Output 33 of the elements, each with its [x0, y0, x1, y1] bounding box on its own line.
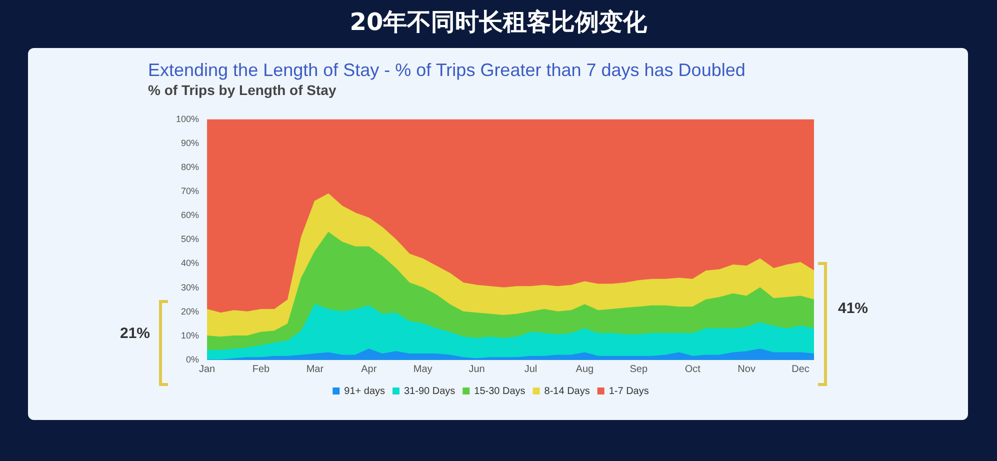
x-tick-label: Sep	[630, 364, 648, 375]
x-tick-label: Mar	[306, 364, 324, 375]
x-tick-label: Feb	[252, 364, 270, 375]
x-tick-label: Aug	[576, 364, 594, 375]
y-tick-label: 90%	[181, 138, 200, 148]
y-tick-label: 60%	[181, 210, 200, 220]
text: 41%	[838, 300, 868, 317]
x-tick-label: Oct	[684, 364, 701, 375]
legend-label: 8-14 Days	[544, 386, 590, 397]
y-tick-label: 40%	[181, 258, 200, 268]
x-tick-label: May	[413, 364, 432, 375]
x-tick-label: Jul	[524, 364, 538, 375]
legend-label: 15-30 Days	[474, 386, 526, 397]
y-tick-label: 20%	[181, 306, 200, 316]
x-tick-label: Nov	[738, 364, 756, 375]
chart-title: 20年不同时长租客比例变化	[348, 7, 648, 38]
legend-label: 1-7 Days	[608, 386, 649, 397]
y-tick-label: 10%	[181, 330, 200, 340]
x-tick-label: Dec	[792, 364, 810, 375]
y-tick-label: 80%	[181, 162, 200, 172]
y-tick-label: 30%	[181, 282, 200, 292]
y-tick-label: 50%	[181, 234, 200, 244]
legend-label: 31-90 Days	[404, 386, 456, 397]
y-tick-label: 70%	[181, 186, 200, 196]
x-tick-label: Jan	[198, 364, 216, 375]
y-axis-title: % of Trips by Length of Stay	[148, 82, 336, 98]
chart-subtitle: Extending the Length of Stay - % of Trips Greater than 7 days has Doubled	[148, 60, 746, 81]
y-tick-label: 100%	[176, 114, 200, 124]
legend-label: 91+ days	[344, 386, 386, 397]
x-tick-label: Apr	[361, 364, 378, 375]
text: 21%	[120, 325, 150, 342]
x-tick-label: Jun	[468, 364, 485, 375]
y-tick-label: 0%	[186, 354, 200, 364]
